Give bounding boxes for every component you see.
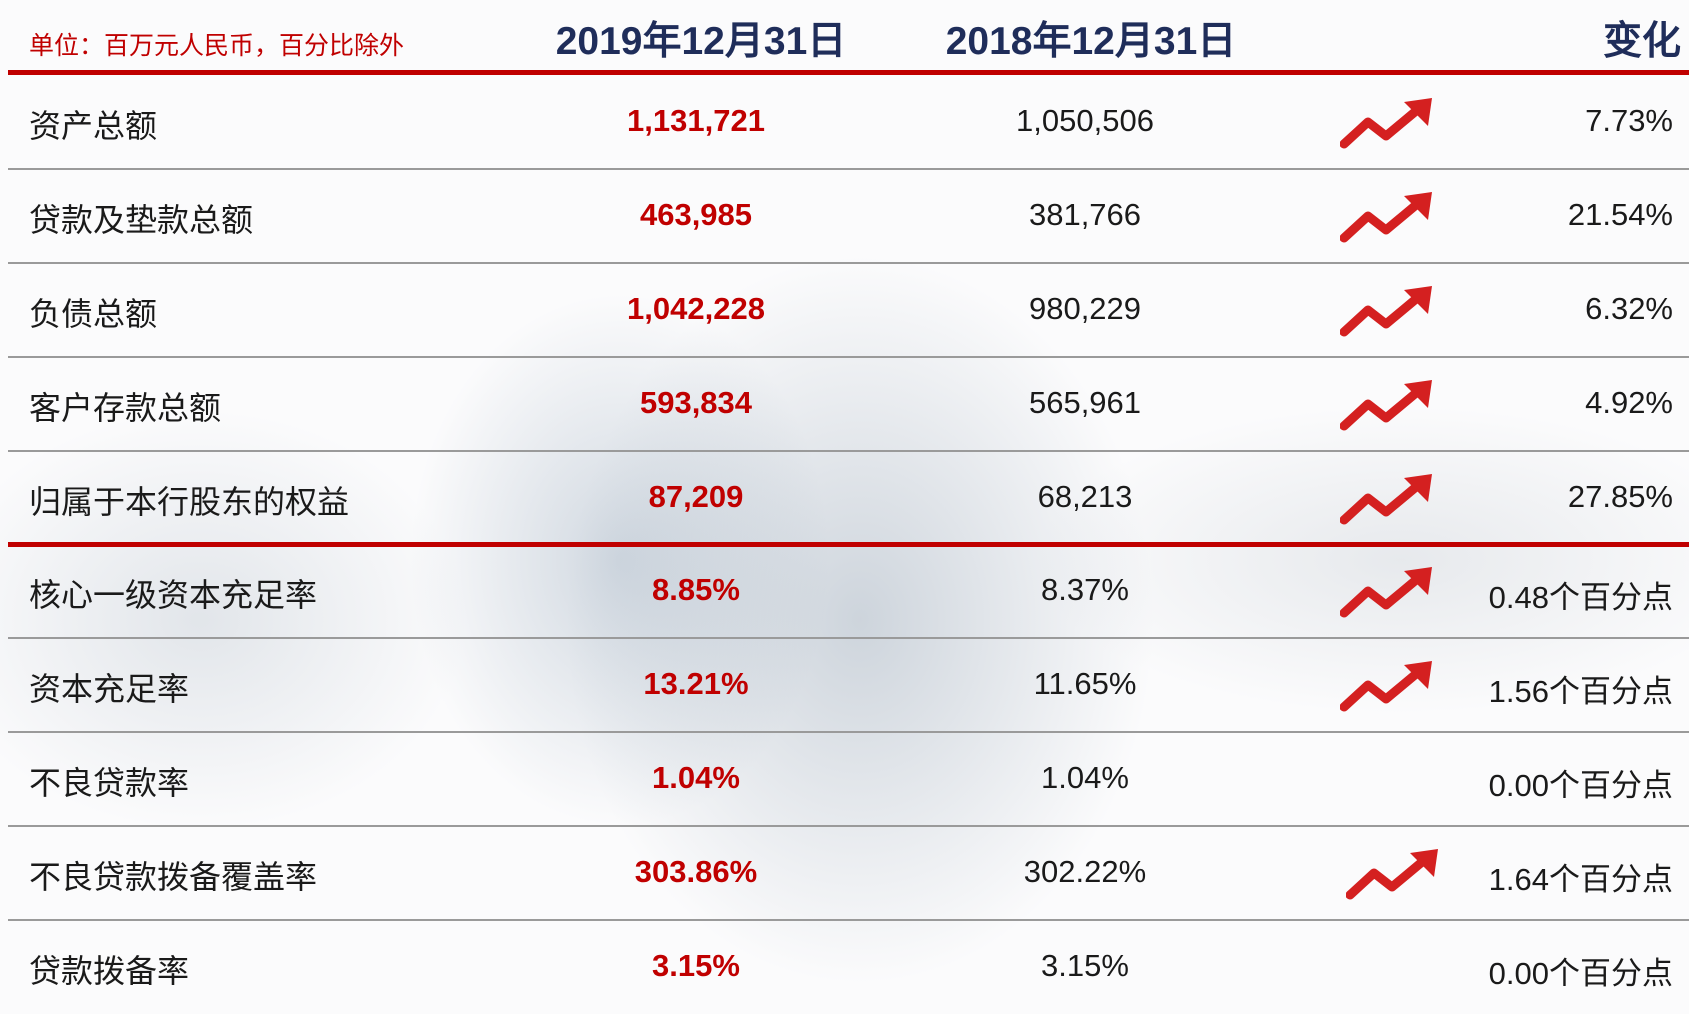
value-2018: 980,229	[1029, 291, 1141, 327]
section-rule	[8, 542, 1689, 547]
row-divider	[8, 168, 1689, 170]
change-value: 7.73%	[1585, 103, 1673, 139]
value-2018: 381,766	[1029, 197, 1141, 233]
row-divider	[8, 731, 1689, 733]
value-2019: 1,042,228	[627, 291, 765, 327]
value-2018: 1.04%	[1041, 760, 1129, 796]
value-2019: 1.04%	[652, 760, 740, 796]
page: 单位：百万元人民币，百分比除外 2019年12月31日 2018年12月31日 …	[0, 0, 1689, 1014]
change-value: 4.92%	[1585, 385, 1673, 421]
row-label: 客户存款总额	[29, 383, 221, 429]
value-2018: 3.15%	[1041, 948, 1129, 984]
up-arrow-icon	[1340, 98, 1436, 150]
row-divider	[8, 450, 1689, 452]
value-2018: 11.65%	[1034, 666, 1137, 702]
header-rule	[8, 70, 1689, 75]
up-arrow-icon	[1340, 380, 1436, 432]
row-label: 归属于本行股东的权益	[29, 477, 349, 523]
change-value: 0.48个百分点	[1489, 572, 1673, 617]
change-value: 0.00个百分点	[1489, 948, 1673, 993]
up-arrow-icon	[1340, 474, 1436, 526]
value-2019: 8.85%	[652, 572, 740, 608]
change-value: 1.56个百分点	[1489, 666, 1673, 711]
column-header: 变化	[1603, 10, 1681, 66]
value-2019: 1,131,721	[627, 103, 765, 139]
value-2019: 3.15%	[652, 948, 740, 984]
change-value: 1.64个百分点	[1489, 854, 1673, 899]
up-arrow-icon	[1340, 567, 1436, 619]
up-arrow-icon	[1340, 661, 1436, 713]
row-divider	[8, 637, 1689, 639]
value-2019: 13.21%	[643, 666, 748, 702]
up-arrow-icon	[1340, 286, 1436, 338]
value-2019: 463,985	[640, 197, 752, 233]
change-value: 27.85%	[1568, 479, 1673, 515]
row-divider	[8, 919, 1689, 921]
row-label: 核心一级资本充足率	[29, 570, 317, 616]
row-label: 资产总额	[29, 101, 157, 147]
up-arrow-icon	[1346, 849, 1442, 901]
row-divider	[8, 356, 1689, 358]
column-header: 2019年12月31日	[556, 10, 847, 66]
row-label: 资本充足率	[29, 664, 189, 710]
row-divider	[8, 825, 1689, 827]
column-header: 2018年12月31日	[946, 10, 1237, 66]
value-2018: 8.37%	[1041, 572, 1129, 608]
change-value: 0.00个百分点	[1489, 760, 1673, 805]
value-2018: 68,213	[1038, 479, 1133, 515]
value-2018: 1,050,506	[1016, 103, 1154, 139]
up-arrow-icon	[1340, 192, 1436, 244]
row-divider	[8, 262, 1689, 264]
row-label: 不良贷款率	[29, 758, 189, 804]
value-2019: 303.86%	[635, 854, 757, 890]
value-2019: 593,834	[640, 385, 752, 421]
value-2018: 302.22%	[1024, 854, 1146, 890]
change-value: 6.32%	[1585, 291, 1673, 327]
row-label: 负债总额	[29, 289, 157, 335]
change-value: 21.54%	[1568, 197, 1673, 233]
value-2019: 87,209	[649, 479, 744, 515]
row-label: 贷款拨备率	[29, 946, 189, 992]
value-2018: 565,961	[1029, 385, 1141, 421]
unit-note: 单位：百万元人民币，百分比除外	[29, 26, 404, 62]
row-label: 贷款及垫款总额	[29, 195, 253, 241]
row-label: 不良贷款拨备覆盖率	[29, 852, 317, 898]
